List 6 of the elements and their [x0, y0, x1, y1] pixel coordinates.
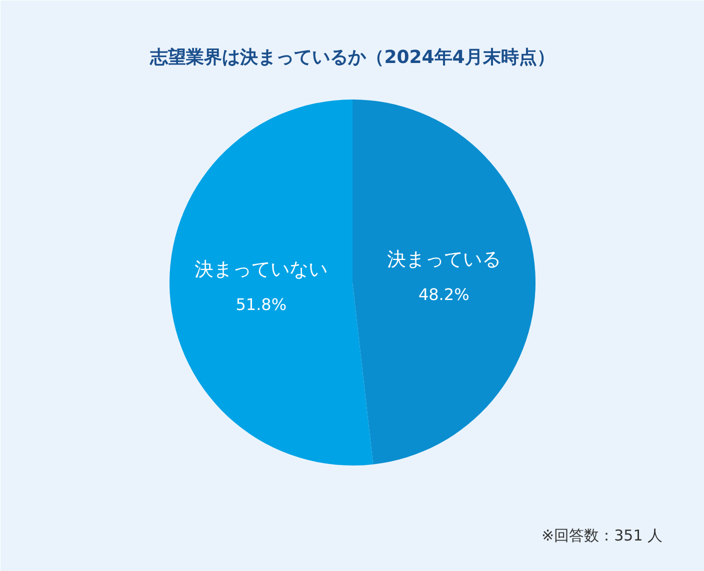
slice-label: 決まっていない: [194, 258, 328, 281]
data-label: 51.8%: [236, 295, 287, 314]
data-label: 48.2%: [418, 284, 470, 304]
text: ※回答数：351 人: [542, 526, 662, 544]
chart-title: 志望業界は決まっているか（2024年4月末時点）: [149, 47, 555, 68]
slice-label: 決まっている: [386, 248, 501, 270]
